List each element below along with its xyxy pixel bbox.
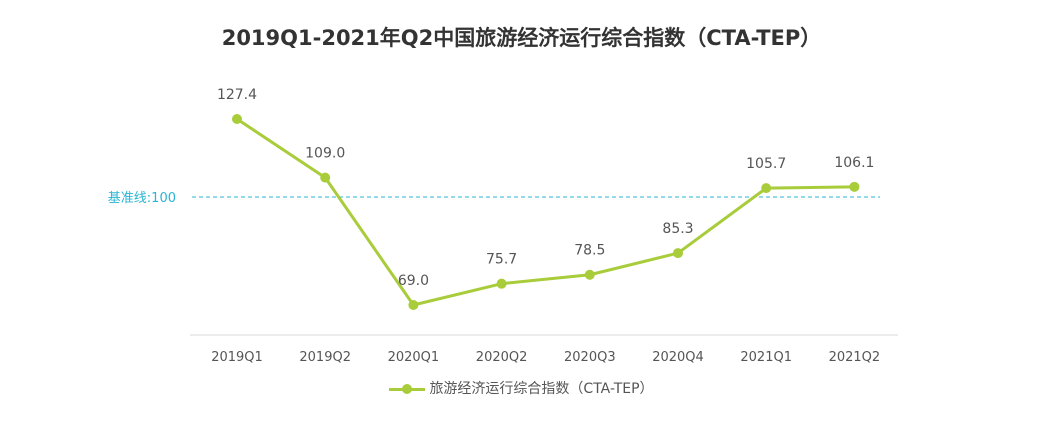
reference-line-label: 基准线:100 xyxy=(108,191,176,206)
data-point xyxy=(232,113,242,124)
data-label: 78.5 xyxy=(574,243,605,259)
data-label: 109.0 xyxy=(305,146,345,162)
data-label: 127.4 xyxy=(217,87,257,103)
data-point xyxy=(584,269,595,280)
x-tick-label: 2020Q3 xyxy=(564,350,616,365)
x-tick-label: 2020Q4 xyxy=(652,350,704,365)
legend-label: 旅游经济运行综合指数（CTA-TEP） xyxy=(429,381,654,397)
x-tick-label: 2019Q1 xyxy=(211,350,263,365)
data-point xyxy=(673,248,683,259)
data-label: 105.7 xyxy=(746,156,786,172)
chart-title: 2019Q1-2021年Q2中国旅游经济运行综合指数（CTA-TEP） xyxy=(221,26,822,50)
x-tick-label: 2021Q2 xyxy=(829,350,881,365)
data-point xyxy=(408,300,419,310)
series-line xyxy=(236,117,855,307)
data-label: 85.3 xyxy=(662,221,693,237)
data-point xyxy=(761,183,772,194)
legend: 旅游经济运行综合指数（CTA-TEP） xyxy=(0,378,1043,398)
data-point xyxy=(496,278,507,289)
x-tick-label: 2020Q1 xyxy=(388,350,440,365)
data-point xyxy=(849,181,860,192)
x-tick-label: 2021Q1 xyxy=(740,350,792,365)
x-tick-label: 2020Q2 xyxy=(476,350,528,365)
data-label: 75.7 xyxy=(486,252,517,268)
data-label: 69.0 xyxy=(398,273,429,289)
x-tick-label: 2019Q2 xyxy=(299,350,351,365)
legend-swatch-icon xyxy=(389,382,426,396)
data-label: 106.1 xyxy=(834,155,874,171)
data-point xyxy=(320,172,331,183)
